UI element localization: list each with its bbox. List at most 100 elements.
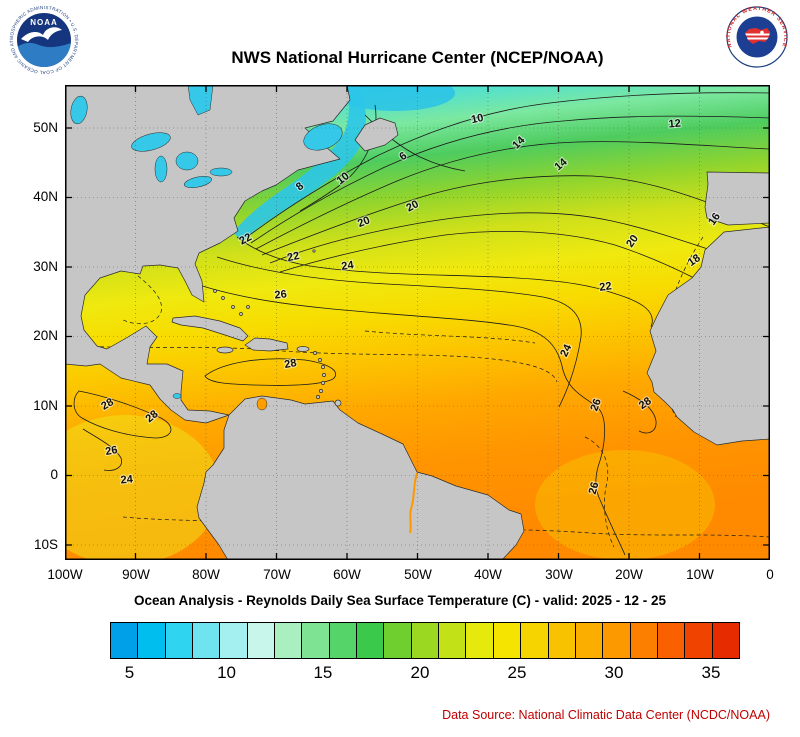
colorbar-segment bbox=[384, 623, 412, 658]
contour-label-28: 28 bbox=[283, 357, 297, 371]
page-title: NWS National Hurricane Center (NCEP/NOAA… bbox=[231, 48, 604, 67]
lesser-antilles bbox=[313, 351, 326, 399]
lon-label-30W: 30W bbox=[545, 567, 573, 582]
nws-us-map-stripes bbox=[745, 33, 770, 40]
land-africa bbox=[646, 226, 770, 446]
lat-lon-grid bbox=[65, 85, 770, 560]
lake-nicaragua bbox=[172, 393, 182, 399]
lon-label-70W: 70W bbox=[263, 567, 291, 582]
data-source: Data Source: National Climatic Data Cent… bbox=[442, 708, 770, 722]
lake-maracaibo bbox=[256, 397, 268, 411]
lon-label-60W: 60W bbox=[333, 567, 361, 582]
noaa-acronym: NOAA bbox=[30, 18, 58, 27]
colorbar-segment bbox=[111, 623, 139, 658]
lon-label-90W: 90W bbox=[122, 567, 150, 582]
colorbar-segment bbox=[685, 623, 713, 658]
colorbar-segment bbox=[439, 623, 467, 658]
noaa-logo: NATIONAL OCEANIC AND ATMOSPHERIC ADMINIS… bbox=[8, 4, 79, 75]
island-hispaniola bbox=[244, 337, 289, 352]
colorbar-segment bbox=[357, 623, 385, 658]
lake-superior bbox=[131, 132, 171, 152]
lat-label-10S: 10S bbox=[33, 537, 58, 552]
contour-label-26: 26 bbox=[588, 397, 603, 413]
lake-erie bbox=[184, 176, 212, 188]
colorbar-tick-15: 15 bbox=[313, 663, 333, 682]
colorbar-segment bbox=[548, 623, 576, 658]
colorbar-segment bbox=[193, 623, 221, 658]
colorbar-segment bbox=[493, 623, 522, 658]
noaa-emblem-sea bbox=[17, 42, 71, 67]
colorbar-tick-30: 30 bbox=[604, 663, 624, 682]
lon-label-20W: 20W bbox=[615, 567, 643, 582]
lat-label-20N: 20N bbox=[33, 328, 58, 343]
colorbar-segment bbox=[165, 623, 194, 658]
colorbar-segment bbox=[630, 623, 658, 658]
bahamas bbox=[213, 289, 250, 316]
colorbar-segment bbox=[138, 623, 166, 658]
contour-label-26: 26 bbox=[274, 288, 287, 301]
colorbar-segment bbox=[521, 623, 549, 658]
caption: Ocean Analysis - Reynolds Daily Sea Surf… bbox=[134, 593, 666, 608]
map-frame bbox=[65, 85, 770, 560]
island-jamaica bbox=[216, 346, 234, 354]
colorbar-tick-10: 10 bbox=[217, 663, 237, 682]
colorbar-segment bbox=[220, 623, 248, 658]
shelf-cold-band bbox=[233, 85, 366, 241]
colorbar-segment bbox=[411, 623, 440, 658]
contour-label-26: 26 bbox=[104, 444, 118, 458]
contour-label-26: 26 bbox=[587, 481, 602, 496]
land-south-america bbox=[196, 395, 525, 560]
contour-label-12: 12 bbox=[668, 118, 681, 131]
lon-label-40W: 40W bbox=[474, 567, 502, 582]
lon-label-80W: 80W bbox=[192, 567, 220, 582]
colorbar bbox=[110, 622, 740, 659]
lat-label-10N: 10N bbox=[33, 398, 58, 413]
colorbar-segment bbox=[575, 623, 604, 658]
colorbar-ticks: 5 10 15 20 25 30 35 bbox=[110, 663, 740, 687]
equatorial-cool-tongue bbox=[535, 450, 715, 560]
colorbar-tick-25: 25 bbox=[507, 663, 527, 682]
colorbar-segment bbox=[603, 623, 631, 658]
colorbar-segment bbox=[712, 623, 739, 658]
contour-label-10: 10 bbox=[470, 112, 484, 126]
island-trinidad bbox=[334, 399, 342, 407]
lake-michigan bbox=[154, 155, 168, 183]
lon-label-50W: 50W bbox=[404, 567, 432, 582]
lat-label-40N: 40N bbox=[33, 189, 58, 204]
lon-label-100W: 100W bbox=[47, 567, 83, 582]
lat-label-30N: 30N bbox=[33, 259, 58, 274]
se-pacific-cool-patch bbox=[65, 415, 220, 560]
nws-us-map-icon bbox=[745, 28, 770, 44]
colorbar-segment bbox=[466, 623, 494, 658]
james-bay bbox=[187, 85, 214, 116]
nws-logo: NATIONAL WEATHER SERVICE bbox=[726, 6, 788, 68]
colorbar-tick-20: 20 bbox=[410, 663, 430, 682]
island-bermuda bbox=[312, 249, 316, 253]
lon-label-0: 0 bbox=[766, 567, 774, 582]
contour-label-24: 24 bbox=[120, 473, 134, 486]
amazon-river bbox=[409, 472, 418, 534]
colorbar-segment bbox=[657, 623, 686, 658]
nws-hurricane-icon bbox=[760, 30, 764, 35]
colorbar-segment bbox=[302, 623, 330, 658]
colorbar-segment bbox=[329, 623, 358, 658]
lat-label-50N: 50N bbox=[33, 120, 58, 135]
isotherm-contours bbox=[73, 92, 770, 556]
lat-label-0: 0 bbox=[50, 467, 58, 482]
lon-label-10W: 10W bbox=[686, 567, 714, 582]
lake-ontario bbox=[209, 167, 233, 177]
island-cuba bbox=[171, 315, 249, 342]
lake-huron bbox=[175, 151, 199, 171]
lake-winnipeg bbox=[70, 95, 88, 125]
contour-label-20: 20 bbox=[356, 214, 372, 230]
colorbar-segment bbox=[275, 623, 303, 658]
contour-label-24: 24 bbox=[341, 259, 356, 273]
island-puerto-rico bbox=[296, 346, 310, 352]
colorbar-tick-35: 35 bbox=[701, 663, 721, 682]
land-north-america bbox=[65, 85, 351, 424]
colorbar-tick-5: 5 bbox=[124, 663, 135, 682]
noaa-gull-icon bbox=[21, 27, 62, 42]
contour-label-22: 22 bbox=[286, 250, 300, 264]
